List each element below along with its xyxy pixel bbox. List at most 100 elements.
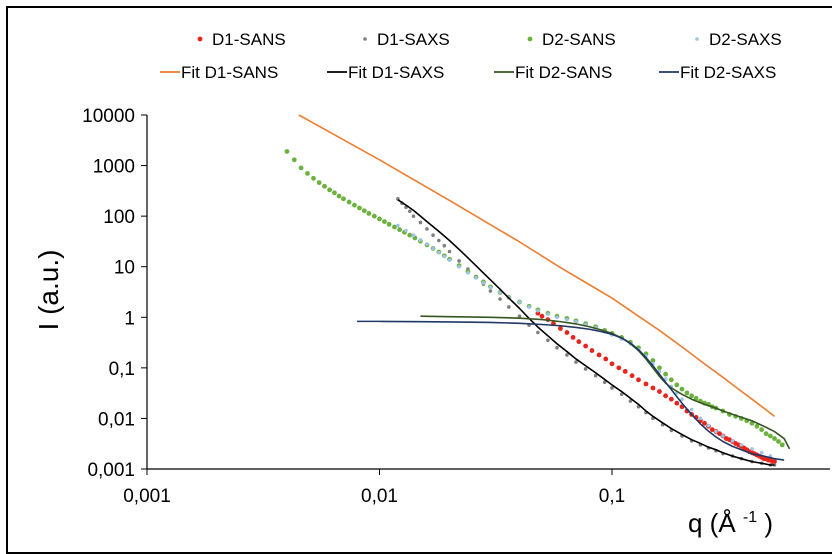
legend-label: Fit D1-SAXS (348, 63, 444, 82)
series-fit-d1-sans (298, 114, 775, 417)
point-d1-sans (717, 431, 722, 437)
point-d1-saxs (555, 345, 559, 350)
point-d1-saxs (408, 209, 412, 214)
legend-item-d1-sans: D1-SANS (197, 30, 286, 49)
legend-marker (527, 36, 533, 42)
x-axis-label: q (Å -1 ) (688, 498, 773, 538)
point-d2-sans (668, 377, 674, 383)
x-axis-label-main: q (Å (688, 508, 736, 538)
y-tick-label: 10000 (82, 106, 135, 127)
point-d2-sans (674, 382, 680, 388)
point-d1-sans (535, 310, 541, 316)
point-d2-sans (322, 183, 327, 189)
point-d2-saxs (565, 317, 569, 322)
point-d2-sans (657, 365, 662, 371)
legend-label: Fit D1-SANS (181, 63, 278, 82)
point-d1-sans (629, 373, 635, 379)
x-axis-label-exponent: -1 (743, 509, 757, 526)
point-d1-sans (589, 348, 595, 353)
point-d2-sans (332, 190, 337, 196)
legend-item-fit-d2-sans: Fit D2-SANS (494, 63, 612, 82)
series-d1-sans (535, 310, 777, 465)
point-d2-sans (366, 211, 372, 216)
point-d2-saxs (517, 300, 522, 304)
point-d2-sans (754, 423, 760, 429)
point-d1-saxs (574, 360, 578, 364)
point-d2-sans (346, 199, 352, 205)
legend-label: Fit D2-SAXS (680, 63, 776, 82)
point-d1-saxs (546, 338, 550, 343)
y-tick-label: 10 (114, 258, 135, 279)
point-d2-saxs (425, 242, 429, 246)
point-d1-sans (668, 396, 674, 402)
point-d2-sans (684, 390, 690, 396)
point-d2-saxs (447, 258, 452, 262)
point-d2-sans (776, 439, 781, 444)
point-d1-sans (657, 389, 662, 394)
point-d2-sans (392, 224, 397, 230)
point-d2-saxs (431, 246, 435, 251)
series-fit-d1-saxs (397, 199, 775, 466)
legend-item-d2-saxs: D2-SAXS (695, 30, 782, 49)
legend-label: Fit D2-SANS (515, 63, 612, 82)
point-d2-sans (291, 157, 297, 163)
point-d2-saxs (706, 423, 711, 428)
point-d2-sans (689, 393, 695, 399)
plot-area (284, 114, 791, 467)
point-d2-saxs (442, 254, 447, 259)
point-d1-sans (709, 427, 715, 433)
point-d2-sans (316, 180, 322, 186)
point-d2-sans (298, 165, 304, 171)
point-d2-saxs (680, 397, 684, 402)
y-tick-label: 1 (124, 308, 135, 329)
point-d2-saxs (721, 434, 725, 438)
x-tick-label: 0,01 (361, 486, 398, 507)
legend-label: D2-SAXS (709, 30, 782, 49)
series-d1-saxs (396, 197, 777, 467)
point-d1-sans (564, 330, 570, 335)
point-d2-sans (779, 442, 785, 448)
chart-frame (6, 6, 832, 554)
point-d2-saxs (396, 223, 400, 228)
point-d1-sans (616, 365, 622, 371)
point-d1-sans (583, 343, 589, 349)
y-tick-label: 0,01 (98, 409, 135, 430)
point-d2-saxs (574, 319, 578, 324)
point-d1-saxs (602, 380, 607, 385)
point-d2-saxs (750, 447, 754, 451)
point-d2-saxs (536, 308, 540, 313)
point-d1-sans (558, 326, 563, 331)
point-d1-saxs (593, 373, 598, 378)
point-d2-sans (693, 395, 699, 401)
point-d1-saxs (507, 305, 511, 309)
point-d1-sans (609, 361, 615, 367)
point-d1-sans (570, 335, 576, 340)
point-d2-saxs (404, 228, 408, 233)
point-d2-saxs (466, 270, 470, 275)
point-d1-saxs (498, 297, 502, 301)
legend-marker (363, 37, 367, 41)
legend: D1-SANS D1-SAXS D2-SANS D2-SAXS Fit D1-SANS F… (160, 30, 782, 82)
point-d1-sans (622, 369, 628, 374)
point-d2-saxs (730, 439, 735, 443)
point-d2-sans (650, 358, 656, 363)
point-d1-saxs (425, 227, 429, 231)
x-tick-label: 0,001 (123, 486, 171, 507)
point-d1-saxs (583, 367, 588, 371)
point-d1-saxs (628, 399, 633, 403)
point-d1-sans (772, 459, 777, 465)
point-d2-sans (305, 171, 310, 176)
point-d2-sans (361, 208, 367, 214)
series-fit-d2-sans (420, 315, 791, 450)
point-d2-saxs (689, 407, 694, 412)
x-axis-label-close: ) (764, 508, 773, 538)
point-d2-saxs (714, 429, 718, 434)
point-d2-saxs (739, 443, 744, 447)
point-d1-saxs (517, 314, 522, 319)
series-d2-sans (284, 149, 785, 448)
point-d1-saxs (536, 330, 540, 335)
point-d1-saxs (431, 233, 435, 237)
legend-item-d1-saxs: D1-SAXS (363, 30, 450, 49)
